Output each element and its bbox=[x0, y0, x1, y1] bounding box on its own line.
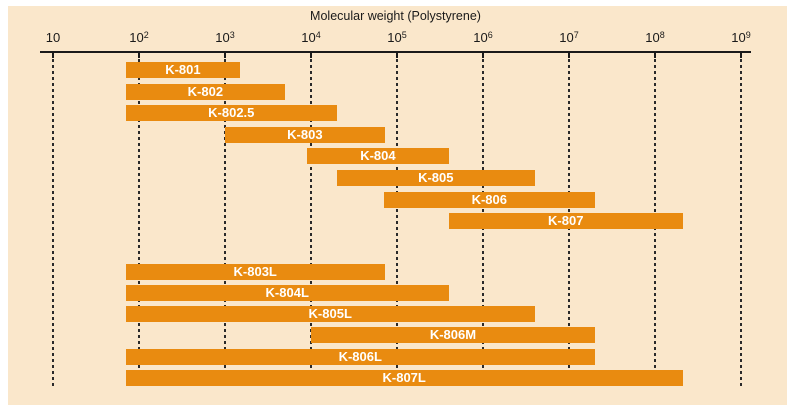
x-tick-mark-10e5 bbox=[396, 52, 398, 58]
range-bar-k-804l: K-804L bbox=[125, 284, 449, 301]
bar-label-k-806: K-806 bbox=[471, 191, 507, 207]
gridline-10e1 bbox=[52, 59, 54, 389]
x-tick-label-10e2: 102 bbox=[129, 30, 149, 45]
bar-label-k-805: K-805 bbox=[418, 170, 454, 185]
x-tick-mark-10e3 bbox=[224, 52, 226, 58]
chart-title: Molecular weight (Polystyrene) bbox=[310, 9, 481, 23]
gridline-10e9 bbox=[740, 59, 742, 389]
x-tick-label-10e8: 108 bbox=[645, 30, 665, 45]
bar-label-k-803: K-803 bbox=[287, 126, 323, 142]
gridline-10e5 bbox=[396, 59, 398, 389]
x-tick-mark-10e7 bbox=[568, 52, 570, 58]
range-bar-k-806: K-806 bbox=[383, 191, 595, 208]
x-tick-mark-10e4 bbox=[310, 52, 312, 58]
x-tick-label-10e9: 109 bbox=[731, 30, 751, 45]
x-axis-line bbox=[40, 51, 751, 53]
x-tick-mark-10e6 bbox=[482, 52, 484, 58]
range-bar-k-807: K-807 bbox=[448, 213, 683, 230]
x-tick-mark-10e2 bbox=[138, 52, 140, 58]
range-bar-k-801: K-801 bbox=[125, 62, 241, 78]
x-tick-mark-10e1 bbox=[52, 52, 54, 58]
x-tick-label-10e6: 106 bbox=[473, 30, 493, 45]
range-bar-k-806l: K-806L bbox=[125, 348, 595, 365]
gridline-10e2 bbox=[138, 59, 140, 389]
bar-label-k-807l: K-807L bbox=[382, 370, 426, 385]
bar-label-k-806l: K-806L bbox=[338, 348, 382, 364]
x-tick-label-10e5: 105 bbox=[387, 30, 407, 45]
range-bar-k-805: K-805 bbox=[336, 170, 535, 186]
bar-label-k-804l: K-804L bbox=[265, 284, 309, 300]
x-tick-mark-10e9 bbox=[740, 52, 742, 58]
range-bar-k-804: K-804 bbox=[307, 148, 449, 165]
x-tick-label-10e3: 103 bbox=[215, 30, 235, 45]
bar-label-k-803l: K-803L bbox=[233, 263, 277, 279]
bar-label-k-802.5: K-802.5 bbox=[208, 105, 255, 121]
gridline-10e3 bbox=[224, 59, 226, 389]
range-bar-k-806m: K-806M bbox=[311, 327, 595, 344]
bar-label-k-807: K-807 bbox=[548, 213, 584, 229]
range-bar-k-803l: K-803L bbox=[125, 263, 385, 280]
bar-label-k-801: K-801 bbox=[165, 62, 201, 77]
x-tick-mark-10e8 bbox=[654, 52, 656, 58]
range-bar-k-807l: K-807L bbox=[125, 370, 683, 386]
bar-label-k-804: K-804 bbox=[360, 148, 396, 164]
range-bar-k-803: K-803 bbox=[225, 126, 385, 143]
x-tick-label-10e4: 104 bbox=[301, 30, 321, 45]
bar-label-k-805l: K-805L bbox=[308, 306, 352, 322]
range-bar-k-802: K-802 bbox=[125, 83, 286, 100]
bar-label-k-806m: K-806M bbox=[429, 327, 477, 343]
gridline-10e4 bbox=[310, 59, 312, 389]
x-tick-label-10e7: 107 bbox=[559, 30, 579, 45]
range-bar-k-802.5: K-802.5 bbox=[125, 105, 337, 122]
range-bar-k-805l: K-805L bbox=[125, 306, 535, 323]
bar-label-k-802: K-802 bbox=[187, 83, 224, 99]
x-tick-label-10e1: 10 bbox=[45, 30, 61, 45]
